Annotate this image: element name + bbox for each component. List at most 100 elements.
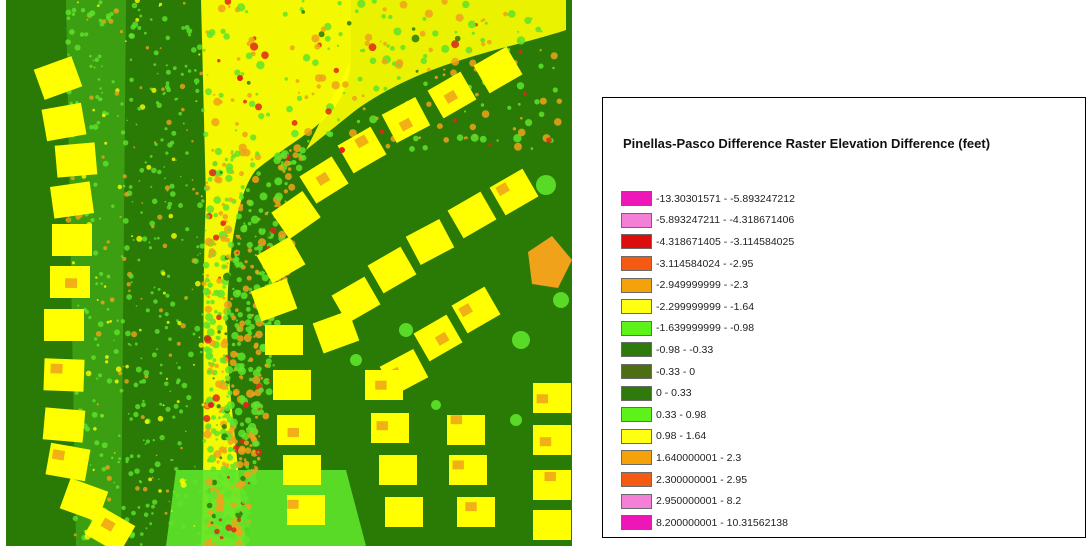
legend-label: -4.318671405 - -3.114584025 — [656, 235, 795, 248]
elevation-hotspot — [243, 402, 249, 408]
raster-speckle — [482, 18, 486, 22]
raster-speckle — [119, 215, 122, 218]
raster-speckle — [246, 241, 253, 249]
raster-speckle — [524, 16, 532, 25]
raster-speckle — [157, 287, 161, 291]
raster-speckle — [95, 331, 102, 337]
raster-speckle — [240, 72, 245, 76]
raster-speckle — [168, 353, 173, 357]
raster-speckle — [177, 532, 180, 535]
raster-speckle — [117, 184, 123, 190]
raster-speckle — [145, 527, 148, 530]
raster-speckle — [203, 131, 209, 138]
raster-speckle — [254, 235, 257, 238]
raster-speckle — [184, 479, 187, 481]
raster-speckle — [184, 430, 187, 433]
raster-speckle — [77, 304, 80, 307]
raster-speckle — [120, 130, 126, 135]
raster-speckle — [437, 123, 443, 129]
raster-speckle — [245, 503, 252, 510]
raster-speckle — [316, 84, 321, 89]
raster-speckle — [237, 261, 244, 268]
raster-speckle — [213, 93, 216, 96]
raster-speckle — [307, 139, 310, 143]
raster-speckle — [250, 336, 258, 344]
raster-speckle — [164, 185, 170, 191]
raster-speckle — [269, 227, 277, 234]
raster-speckle — [235, 494, 238, 497]
raster-speckle — [240, 475, 246, 482]
raster-speckle — [184, 64, 188, 68]
raster-speckle — [333, 67, 339, 74]
raster-speckle — [265, 388, 273, 396]
raster-speckle — [141, 236, 148, 242]
raster-speckle — [244, 447, 252, 454]
raster-speckle — [222, 448, 228, 454]
raster-speckle — [293, 144, 302, 153]
raster-speckle — [98, 97, 102, 102]
raster-speckle — [550, 52, 558, 60]
raster-speckle — [251, 428, 258, 435]
raster-speckle — [153, 63, 157, 66]
raster-speckle — [165, 35, 171, 41]
raster-speckle — [166, 190, 169, 192]
raster-speckle — [166, 205, 172, 210]
raster-speckle — [79, 32, 85, 37]
raster-speckle — [91, 355, 96, 360]
raster-speckle — [194, 465, 196, 468]
raster-speckle — [150, 185, 153, 188]
raster-speckle — [203, 414, 211, 423]
raster-speckle — [228, 476, 236, 484]
legend-label: 2.300000001 - 2.95 — [656, 473, 748, 486]
raster-speckle — [179, 175, 182, 178]
raster-speckle — [220, 493, 224, 498]
raster-speckle — [129, 58, 133, 62]
raster-speckle — [243, 222, 246, 225]
raster-speckle — [246, 301, 251, 305]
raster-speckle — [235, 213, 242, 220]
raster-speckle — [242, 229, 245, 233]
raster-speckle — [230, 151, 234, 155]
raster-speckle — [105, 13, 112, 19]
raster-speckle — [223, 300, 233, 309]
raster-speckle — [513, 134, 522, 143]
raster-speckle — [106, 274, 111, 279]
raster-speckle — [165, 293, 170, 298]
raster-speckle — [205, 288, 209, 291]
raster-speckle — [263, 378, 270, 385]
raster-speckle — [149, 522, 153, 526]
raster-speckle — [375, 116, 379, 121]
raster-speckle — [198, 336, 201, 339]
raster-speckle — [234, 254, 238, 257]
raster-speckle — [217, 474, 223, 479]
raster-speckle — [212, 394, 220, 402]
raster-speckle — [129, 97, 134, 102]
raster-speckle — [159, 2, 163, 6]
raster-speckle — [217, 330, 221, 334]
raster-speckle — [236, 517, 242, 523]
legend-item: 0.98 - 1.64 — [621, 426, 795, 448]
raster-speckle — [91, 411, 98, 418]
raster-speckle — [199, 252, 201, 255]
raster-speckle — [153, 286, 156, 289]
raster-speckle — [258, 227, 266, 235]
raster-speckle — [257, 265, 264, 272]
legend-label: 0.33 - 0.98 — [656, 408, 707, 421]
raster-speckle — [195, 280, 201, 287]
raster-speckle — [369, 115, 378, 124]
house-roof — [287, 495, 325, 525]
raster-speckle — [224, 157, 229, 162]
vegetation-patch — [512, 331, 530, 349]
raster-speckle — [197, 531, 201, 535]
raster-speckle — [268, 379, 272, 383]
raster-speckle — [225, 163, 234, 171]
raster-speckle — [234, 308, 239, 313]
raster-speckle — [93, 427, 97, 431]
raster-speckle — [362, 107, 366, 111]
raster-speckle — [142, 439, 145, 442]
raster-speckle — [99, 453, 104, 457]
raster-speckle — [170, 510, 173, 512]
raster-speckle — [95, 282, 99, 286]
raster-speckle — [212, 484, 215, 487]
legend-swatch — [621, 320, 652, 336]
